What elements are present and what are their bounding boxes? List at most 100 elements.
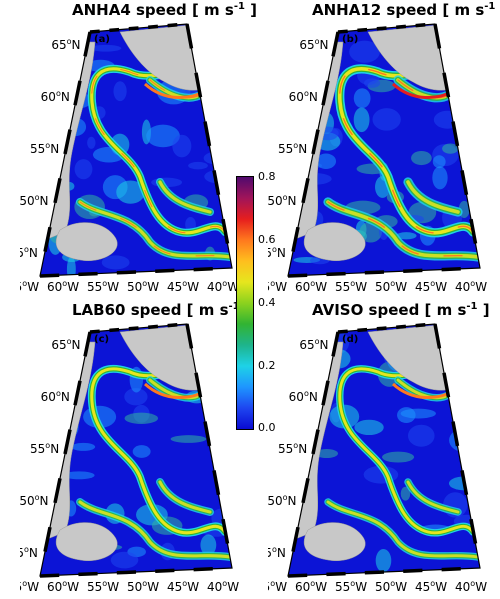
speed-patch (170, 435, 207, 443)
current-band (158, 180, 212, 214)
colorbar-tick-0.2: 0.2 (258, 359, 276, 372)
colorbar-tick-0.6: 0.6 (258, 233, 276, 246)
frame-tick (155, 568, 175, 573)
lat-tick: 55oN (278, 441, 307, 456)
panel-title-text: LAB60 speed [ m s (72, 301, 229, 319)
lon-tick: 40oW (207, 279, 239, 294)
current-core (91, 41, 226, 234)
frame-tick (167, 323, 178, 328)
lat-tick: 50oN (268, 493, 297, 508)
panel-title-b: ANHA12 speed [ m s-1 ] (312, 1, 500, 19)
frame-tick (311, 129, 320, 155)
frame-tick (193, 567, 213, 572)
speed-patch (433, 110, 462, 129)
lat-tick: 60oN (41, 389, 70, 404)
frame-tick (287, 273, 308, 278)
speed-patch (116, 180, 145, 204)
frame-tick (221, 218, 230, 244)
frame-tick (403, 268, 423, 273)
frame-tick (194, 372, 203, 398)
speed-patch (124, 388, 148, 406)
frame-tick (321, 80, 330, 106)
lon-tick: 55oW (87, 279, 119, 294)
frame-tick (63, 429, 72, 455)
frame-tick (433, 323, 442, 349)
speed-patch (315, 153, 337, 169)
speed-patch (396, 232, 417, 240)
colorbar-tick-0.0: 0.0 (258, 421, 276, 434)
lat-tick: 55oN (278, 141, 307, 156)
map-d: (d) 65oN 60oN 55oN 50oN 45oN 65oW 60oW 55oW 50oW 4… (268, 323, 487, 594)
frame-tick (441, 267, 461, 272)
panel-title-text: AVISO speed [ m s (312, 301, 467, 319)
frame-tick (469, 518, 478, 544)
panel-b: ANHA12 speed [ m s-1 ](b)65oN60oN55oN50o… (268, 1, 495, 294)
speed-patch (113, 81, 127, 102)
speed-patch (411, 150, 432, 166)
speed-patch (353, 88, 371, 109)
speed-patch (204, 169, 232, 184)
frame-tick (460, 170, 469, 196)
lon-tick: 65oW (268, 279, 287, 294)
colorbar (236, 176, 254, 430)
panel-title-exponent: -1 (228, 301, 240, 312)
current-core (339, 41, 474, 234)
frame-tick (326, 571, 346, 577)
lat-tick: 60oN (289, 89, 318, 104)
speed-patch (188, 161, 208, 170)
lat-tick: 65oN (51, 37, 80, 52)
panel-title-close: ] (477, 301, 490, 319)
current-band (90, 340, 227, 535)
lon-tick: 45oW (167, 279, 199, 294)
frame-tick (357, 327, 368, 333)
panel-label: (a) (94, 34, 110, 45)
land-newfoundland (55, 522, 118, 562)
panel-title-a: ANHA4 speed [ m s-1 ] (72, 1, 257, 19)
speed-patch (90, 44, 122, 52)
lon-tick: 50oW (375, 279, 407, 294)
frame-tick (39, 573, 60, 578)
frame-tick (287, 573, 308, 578)
speed-patch (43, 374, 79, 389)
frame-tick (73, 80, 82, 106)
lon-tick: 60oW (47, 579, 79, 594)
lat-tick: 50oN (20, 193, 49, 208)
lon-tick: 65oW (268, 579, 287, 594)
lon-tick: 55oW (335, 279, 367, 294)
panel-title-close: ] (495, 1, 500, 19)
lat-tick: 60oN (41, 89, 70, 104)
current-band (326, 500, 480, 559)
speed-patch (457, 435, 475, 454)
speed-patch (213, 382, 232, 405)
speed-patch (400, 486, 411, 501)
lon-tick: 45oW (415, 279, 447, 294)
lat-tick: 50oN (20, 493, 49, 508)
frame-tick (73, 380, 82, 406)
lat-tick: 55oN (30, 141, 59, 156)
frame-tick (396, 324, 407, 329)
frame-tick (109, 27, 120, 33)
frame-tick (83, 31, 92, 57)
speed-patch (375, 548, 392, 573)
speed-patch (40, 102, 61, 128)
frame-tick (128, 26, 139, 31)
panel-title-exponent: -1 (233, 1, 245, 12)
frame-tick (78, 571, 98, 577)
frame-tick (78, 271, 98, 277)
lat-tick: 50oN (268, 193, 297, 208)
frame-tick (442, 72, 451, 98)
colorbar-tick-0.4: 0.4 (258, 296, 276, 309)
speed-patch (349, 40, 380, 63)
frame-tick (337, 329, 348, 334)
frame-tick (89, 29, 100, 34)
frame-tick (337, 29, 348, 34)
current-band (338, 340, 475, 535)
speed-patch (432, 155, 446, 169)
frame-tick (43, 226, 52, 252)
frame-tick (451, 421, 460, 447)
lon-tick: 50oW (127, 279, 159, 294)
frame-tick (83, 331, 92, 357)
frame-tick (148, 324, 159, 329)
land-newfoundland (303, 222, 366, 262)
speed-patch (63, 471, 95, 480)
